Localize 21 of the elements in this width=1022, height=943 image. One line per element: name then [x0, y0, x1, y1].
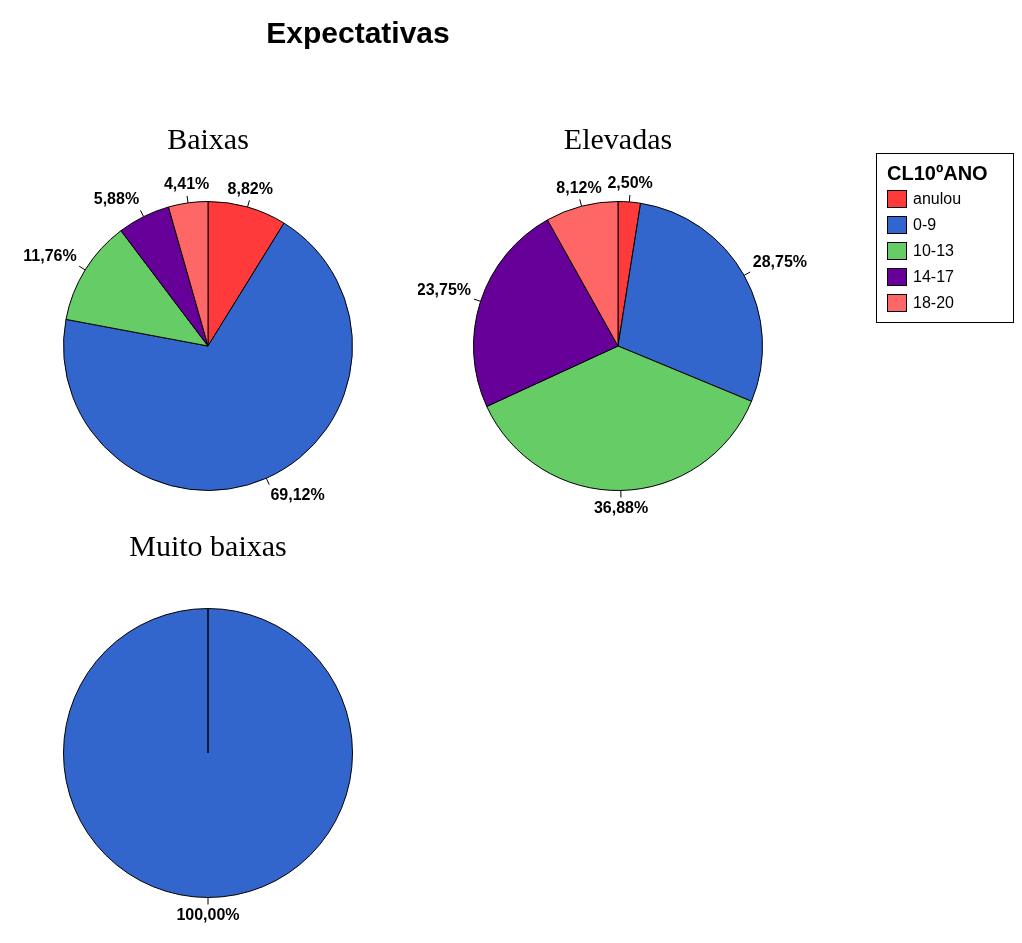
chart-subtitle: Baixas: [167, 121, 249, 155]
data-label: 36,88%: [593, 498, 649, 516]
data-label: 4,41%: [163, 175, 210, 193]
data-label: 28,75%: [752, 252, 808, 270]
data-label: 11,76%: [23, 247, 77, 265]
data-label: 100,00%: [176, 905, 240, 923]
legend-title: CL10ºANO: [887, 161, 989, 186]
legend-label: 10-13: [913, 241, 954, 261]
legend-label: anulou: [913, 189, 962, 209]
data-label: 8,12%: [556, 178, 602, 196]
chart-subtitle: Elevadas: [563, 121, 673, 155]
data-label: 69,12%: [270, 485, 325, 503]
data-label: 5,88%: [93, 190, 140, 208]
data-label: 23,75%: [416, 280, 472, 298]
chart-subtitle: Muito baixas: [129, 528, 287, 562]
legend-label: 14-17: [913, 267, 954, 287]
data-label: 8,82%: [227, 179, 273, 197]
legend-label: 18-20: [913, 293, 954, 313]
legend-label: 0-9: [913, 215, 937, 235]
data-label: 2,50%: [607, 174, 653, 192]
chart-title: Expectativas: [265, 16, 451, 50]
